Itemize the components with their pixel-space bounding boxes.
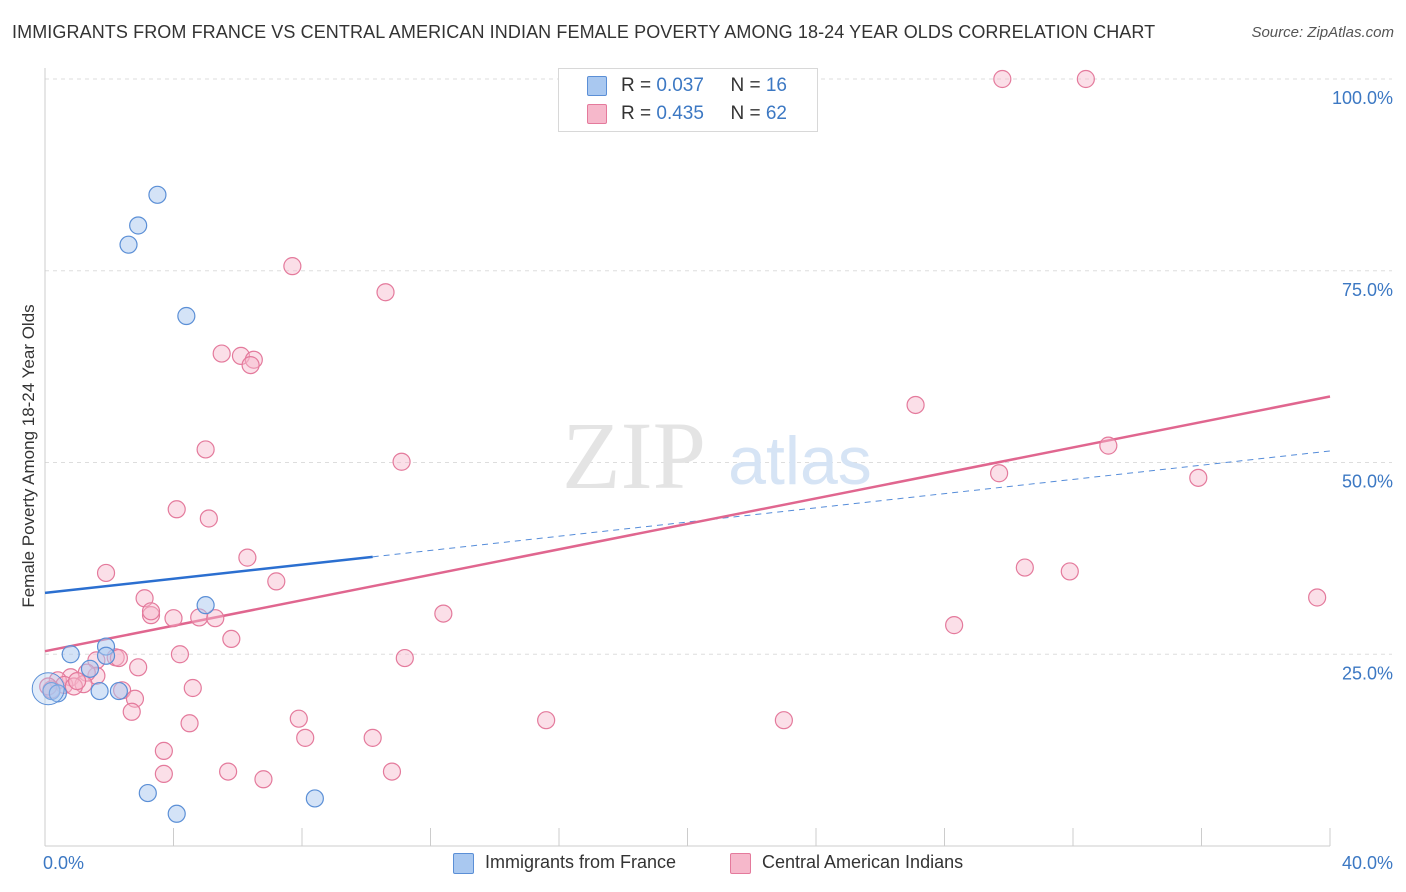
data-point-cai	[64, 677, 84, 696]
data-point-cai	[945, 616, 964, 635]
series-immigrants-from-france	[31, 185, 324, 823]
data-point-france	[109, 681, 128, 701]
trend-line-cai	[44, 395, 1331, 653]
data-point-cai	[129, 658, 148, 677]
data-point-cai	[296, 728, 315, 747]
data-point-cai	[283, 257, 302, 276]
data-point-cai	[206, 609, 225, 628]
watermark: ZIP atlas	[562, 402, 872, 509]
data-point-cai	[363, 728, 382, 747]
data-point-cai	[993, 69, 1012, 89]
legend-swatch-cai	[587, 104, 607, 124]
data-point-france	[148, 185, 167, 204]
data-point-france	[177, 306, 196, 326]
data-point-france	[80, 659, 100, 678]
data-point-cai	[212, 344, 231, 363]
data-point-cai	[183, 678, 202, 698]
data-point-cai	[1308, 588, 1327, 607]
x-tick-label: 40.0%	[1342, 853, 1393, 873]
legend-r-label: R =	[621, 103, 657, 124]
x-axis-tick-labels: 0.0% 40.0%	[43, 853, 1393, 873]
data-point-france-cluster	[31, 672, 65, 706]
data-point-cai	[906, 395, 925, 415]
legend-r-value: 0.435	[656, 103, 704, 124]
data-point-cai	[990, 464, 1009, 483]
data-point-france	[90, 681, 109, 701]
data-point-cai	[1015, 558, 1034, 577]
bottom-legend-swatch-cai	[730, 853, 751, 874]
data-point-cai	[154, 741, 173, 760]
data-point-cai	[376, 283, 395, 302]
data-point-france	[129, 216, 148, 235]
data-point-cai	[141, 606, 161, 625]
data-point-france	[96, 646, 116, 665]
data-point-cai	[222, 629, 241, 649]
data-point-cai	[434, 604, 453, 623]
data-point-cai	[241, 355, 260, 375]
legend-r-label: R =	[621, 75, 657, 96]
x-tick-label: 0.0%	[43, 853, 84, 873]
data-point-france	[119, 235, 138, 254]
bottom-legend-label-cai: Central American Indians	[762, 852, 964, 872]
data-point-cai	[180, 714, 199, 733]
data-point-cai	[382, 762, 402, 781]
trend-lines	[44, 395, 1331, 653]
data-point-cai	[167, 500, 186, 519]
data-point-cai	[1099, 436, 1118, 455]
data-point-cai	[267, 572, 286, 591]
data-point-cai	[1060, 562, 1079, 581]
watermark-atlas: atlas	[728, 423, 872, 499]
data-point-cai	[96, 563, 116, 583]
data-point-cai	[68, 671, 87, 691]
data-point-cai	[122, 702, 141, 721]
source-credit: Source: ZipAtlas.com	[1251, 24, 1394, 41]
data-point-france	[196, 596, 215, 615]
trend-line-france	[44, 555, 373, 595]
y-tick-label: 100.0%	[1332, 88, 1393, 108]
data-point-cai	[219, 762, 238, 781]
correlation-legend: R = 0.037 N = 16 R = 0.435 N = 62	[558, 68, 818, 132]
data-point-cai	[537, 711, 556, 730]
data-point-cai	[289, 709, 308, 728]
grid-lines	[44, 68, 1392, 847]
y-axis-label: Female Poverty Among 18-24 Year Olds	[19, 304, 38, 607]
data-point-france	[138, 783, 157, 803]
legend-n-label: N =	[730, 103, 766, 124]
y-axis-tick-labels: 25.0% 50.0% 75.0% 100.0%	[1332, 88, 1393, 683]
data-point-cai	[196, 440, 215, 459]
bottom-legend-label-france: Immigrants from France	[485, 852, 677, 872]
data-point-cai	[170, 645, 190, 664]
y-tick-label: 25.0%	[1342, 663, 1393, 683]
y-tick-label: 50.0%	[1342, 472, 1393, 492]
data-point-france	[305, 789, 324, 808]
data-point-cai	[1189, 468, 1208, 487]
legend-r-value: 0.037	[656, 75, 704, 96]
legend-n-value: 16	[765, 75, 787, 96]
data-point-france	[167, 804, 186, 823]
data-point-cai	[141, 602, 161, 621]
data-point-cai	[238, 548, 257, 567]
legend-swatch-france	[587, 76, 607, 96]
data-point-cai	[199, 509, 218, 528]
chart-title: IMMIGRANTS FROM FRANCE VS CENTRAL AMERIC…	[12, 22, 1156, 42]
y-tick-label: 75.0%	[1342, 280, 1393, 300]
data-point-cai	[164, 609, 183, 628]
data-point-cai	[395, 648, 414, 668]
data-point-cai	[1076, 69, 1095, 89]
legend-n-label: N =	[730, 75, 766, 96]
legend-n-value: 62	[765, 103, 787, 124]
data-point-cai	[254, 770, 273, 789]
data-point-cai	[392, 452, 411, 471]
data-point-france	[61, 645, 80, 664]
data-point-cai	[244, 350, 263, 369]
watermark-zip: ZIP	[562, 402, 706, 509]
x-axis-ticks	[44, 828, 1331, 846]
data-point-cai	[774, 711, 793, 730]
data-point-cai	[154, 764, 173, 784]
bottom-legend-swatch-france	[453, 853, 474, 874]
